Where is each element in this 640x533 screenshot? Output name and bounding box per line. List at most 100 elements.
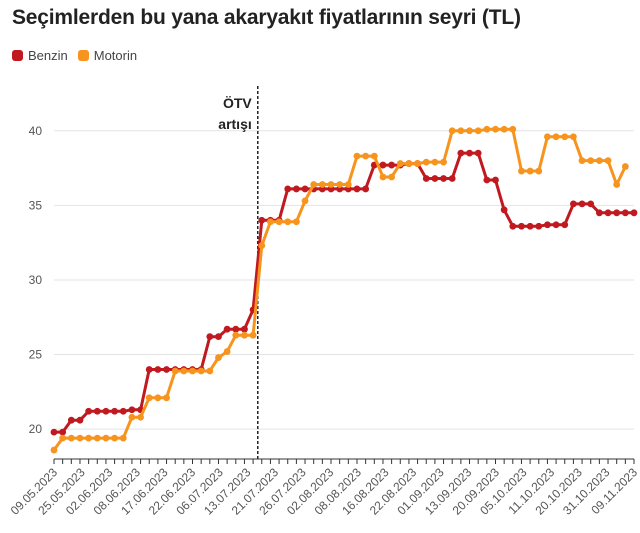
point-motorin[interactable] [587,157,595,165]
point-benzin[interactable] [422,175,430,182]
point-motorin[interactable] [595,157,603,165]
point-benzin[interactable] [431,175,439,182]
point-motorin[interactable] [67,434,75,442]
point-motorin[interactable] [552,133,560,141]
point-motorin[interactable] [370,152,378,160]
point-motorin[interactable] [440,158,447,166]
point-motorin[interactable] [492,125,499,133]
point-motorin[interactable] [570,133,577,141]
point-benzin[interactable] [292,185,300,193]
point-benzin[interactable] [388,161,396,169]
point-motorin[interactable] [466,127,473,135]
point-benzin[interactable] [466,149,473,157]
point-motorin[interactable] [111,434,118,442]
point-motorin[interactable] [284,218,292,226]
point-motorin[interactable] [344,181,352,188]
point-motorin[interactable] [448,127,456,135]
point-benzin[interactable] [284,185,292,193]
point-motorin[interactable] [604,157,612,165]
point-benzin[interactable] [518,222,525,230]
point-benzin[interactable] [474,149,482,157]
point-benzin[interactable] [76,416,84,424]
point-motorin[interactable] [232,331,240,339]
point-motorin[interactable] [249,331,257,339]
point-motorin[interactable] [327,181,335,188]
point-motorin[interactable] [396,160,404,167]
point-motorin[interactable] [180,367,188,375]
point-motorin[interactable] [500,125,508,133]
point-benzin[interactable] [301,185,309,193]
point-motorin[interactable] [171,367,179,375]
point-benzin[interactable] [223,325,231,333]
point-motorin[interactable] [206,367,214,375]
point-motorin[interactable] [301,197,309,205]
point-benzin[interactable] [613,209,621,217]
point-benzin[interactable] [67,416,75,424]
point-motorin[interactable] [93,434,101,442]
point-benzin[interactable] [258,216,266,224]
point-benzin[interactable] [119,407,127,415]
point-benzin[interactable] [621,209,629,217]
point-motorin[interactable] [154,394,162,402]
point-benzin[interactable] [206,333,214,341]
point-motorin[interactable] [578,157,586,165]
point-benzin[interactable] [578,200,586,208]
point-motorin[interactable] [405,160,413,167]
point-motorin[interactable] [163,394,170,402]
point-benzin[interactable] [50,428,58,436]
point-motorin[interactable] [379,173,387,181]
point-benzin[interactable] [440,175,447,182]
point-benzin[interactable] [509,222,517,230]
point-benzin[interactable] [85,407,93,415]
point-benzin[interactable] [500,206,508,214]
point-motorin[interactable] [215,354,222,361]
point-motorin[interactable] [189,367,196,375]
point-motorin[interactable] [145,394,153,402]
point-motorin[interactable] [621,163,629,170]
point-benzin[interactable] [232,325,240,333]
point-motorin[interactable] [241,331,248,339]
point-motorin[interactable] [474,127,482,135]
point-benzin[interactable] [483,176,491,184]
point-motorin[interactable] [50,446,58,454]
point-motorin[interactable] [318,181,326,188]
point-motorin[interactable] [422,158,430,166]
point-benzin[interactable] [457,149,465,157]
point-benzin[interactable] [111,407,118,415]
point-benzin[interactable] [128,406,136,414]
point-motorin[interactable] [509,125,517,133]
point-benzin[interactable] [145,366,153,373]
point-benzin[interactable] [93,407,101,415]
point-benzin[interactable] [353,185,361,193]
point-motorin[interactable] [223,348,231,355]
point-benzin[interactable] [102,407,110,415]
legend-item-motorin[interactable]: Motorin [77,48,137,63]
point-motorin[interactable] [76,434,84,442]
point-motorin[interactable] [137,413,144,421]
point-benzin[interactable] [561,221,569,229]
point-benzin[interactable] [604,209,612,217]
point-motorin[interactable] [258,242,266,250]
point-motorin[interactable] [561,133,569,141]
point-benzin[interactable] [241,325,248,333]
point-motorin[interactable] [85,434,93,442]
point-motorin[interactable] [414,160,421,167]
point-benzin[interactable] [526,222,534,230]
point-benzin[interactable] [379,161,387,169]
point-benzin[interactable] [570,200,577,208]
point-benzin[interactable] [163,366,170,373]
point-benzin[interactable] [544,221,551,229]
point-motorin[interactable] [457,127,465,135]
point-motorin[interactable] [102,434,110,442]
point-motorin[interactable] [119,434,127,442]
point-motorin[interactable] [526,167,534,175]
point-motorin[interactable] [544,133,551,141]
point-benzin[interactable] [535,222,543,230]
point-motorin[interactable] [353,152,361,160]
point-motorin[interactable] [535,167,543,175]
point-benzin[interactable] [492,176,499,184]
point-benzin[interactable] [552,221,560,229]
point-benzin[interactable] [587,200,595,208]
point-motorin[interactable] [275,218,283,226]
point-motorin[interactable] [388,173,396,181]
